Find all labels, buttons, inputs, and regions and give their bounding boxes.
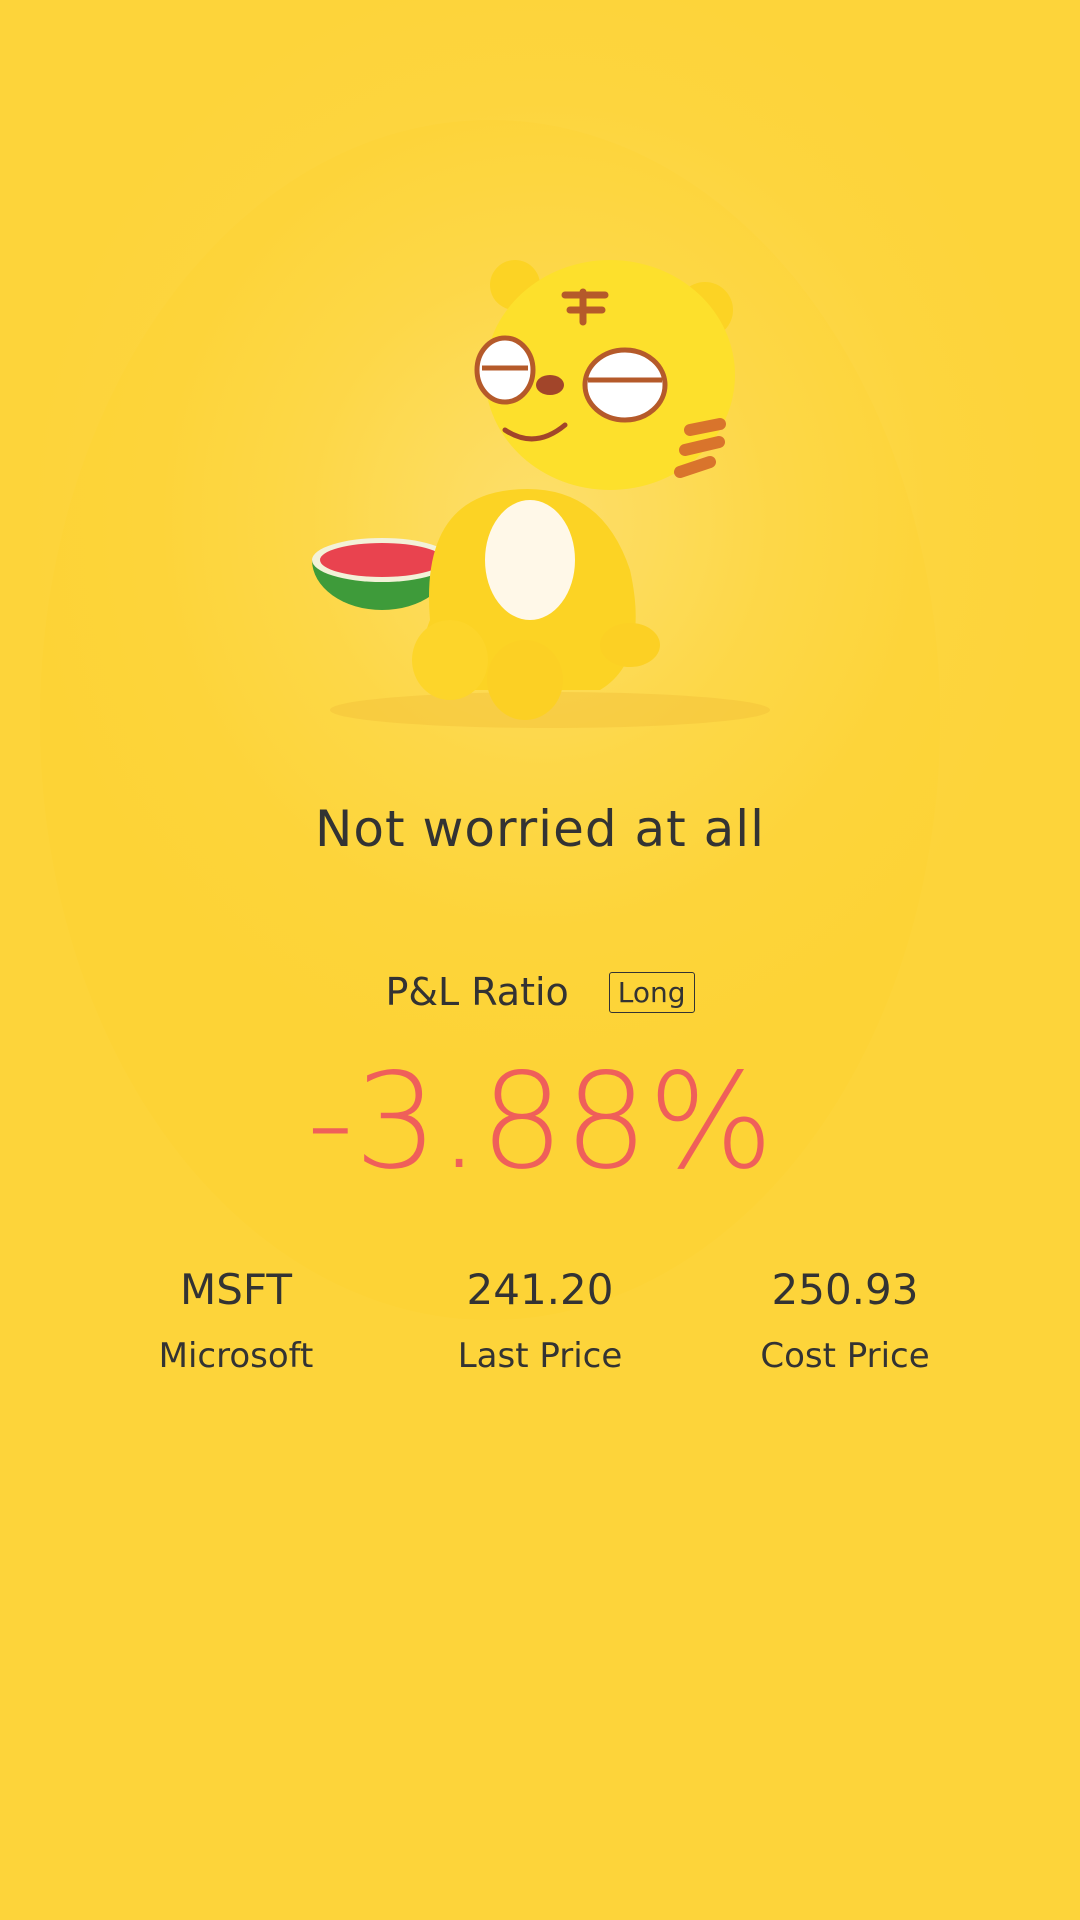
- mood-text: Not worried at all: [314, 800, 766, 858]
- tiger-mascot-icon: [312, 260, 770, 728]
- last-price-label: Last Price: [457, 1336, 623, 1376]
- cost-price-label: Cost Price: [760, 1336, 930, 1376]
- last-price-value: 241.20: [466, 1265, 614, 1314]
- pl-ratio-value: -3.88%: [306, 1045, 774, 1199]
- pl-ratio-label: P&L Ratio: [385, 970, 569, 1014]
- stat-symbol: MSFT Microsoft: [86, 1265, 386, 1376]
- position-direction-badge: Long: [608, 971, 695, 1013]
- stock-name: Microsoft: [158, 1336, 314, 1376]
- stat-cost-price: 250.93 Cost Price: [695, 1265, 995, 1376]
- stat-last-price: 241.20 Last Price: [390, 1265, 690, 1376]
- cost-price-value: 250.93: [771, 1265, 919, 1314]
- pl-ratio-row: P&L Ratio Long: [0, 970, 1080, 1014]
- stock-symbol: MSFT: [180, 1265, 292, 1314]
